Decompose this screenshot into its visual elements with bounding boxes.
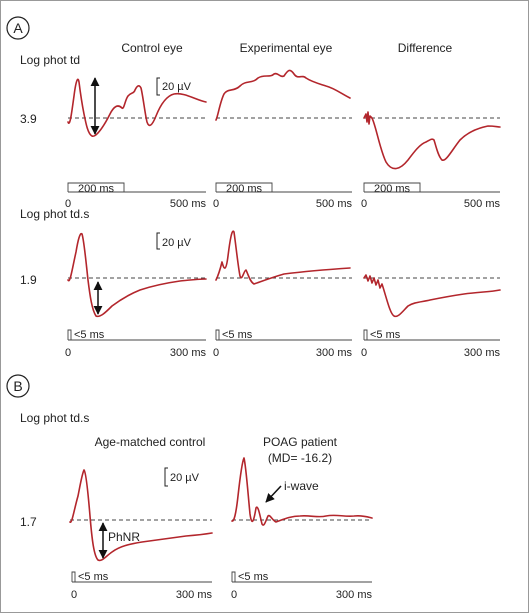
control-stimulus-marker-2 (67, 329, 72, 340)
i-wave-arrow (265, 485, 282, 503)
experimental-stimulus-marker (215, 182, 273, 192)
experimental-eye-trace-2 (215, 230, 351, 285)
control-axis-end-2: 300 ms (170, 347, 207, 359)
row-1-level: 3.9 (20, 112, 37, 126)
poag-stimulus-label: <5 ms (238, 571, 269, 583)
control-axis-end: 500 ms (170, 198, 207, 210)
poag-axis-start: 0 (231, 589, 237, 601)
experimental-axis-end-2: 300 ms (316, 347, 353, 359)
age-matched-stimulus-marker (71, 571, 76, 582)
panel-a-badge-circle (6, 16, 30, 40)
age-matched-axis-end: 300 ms (176, 589, 213, 601)
control-axis-start: 0 (65, 198, 71, 210)
difference-axis-end-2: 300 ms (464, 347, 501, 359)
poag-patient-trace (231, 457, 373, 526)
i-wave-label: i-wave (284, 479, 319, 493)
experimental-axis-start: 0 (213, 198, 219, 210)
panel-a-badge: A (13, 20, 23, 36)
row-2-scale-label: 20 µV (162, 237, 192, 249)
age-matched-axis-start: 0 (71, 589, 77, 601)
experimental-stimulus-label-2: <5 ms (222, 329, 253, 341)
control-stimulus-label: 200 ms (78, 183, 115, 195)
difference-axis-end: 500 ms (464, 198, 501, 210)
age-matched-control-trace (69, 469, 213, 562)
poag-patient-title: POAG patient (263, 435, 338, 449)
panel-b-level: 1.7 (20, 515, 37, 529)
panel-b-scale-label: 20 µV (170, 472, 200, 484)
panel-b-badge-circle (6, 374, 30, 398)
poag-patient-md: (MD= -16.2) (268, 451, 332, 465)
difference-stimulus-marker (363, 182, 421, 192)
difference-title: Difference (398, 41, 453, 55)
experimental-axis-end: 500 ms (316, 198, 353, 210)
row-1-scale-label: 20 µV (162, 81, 192, 93)
control-eye-trace (67, 78, 207, 137)
panel-b-badge: B (13, 378, 22, 394)
experimental-stimulus-label: 200 ms (226, 183, 263, 195)
row-1-intensity-label: Log phot td (20, 53, 80, 67)
experimental-axis-start-2: 0 (213, 347, 219, 359)
difference-stimulus-label: 200 ms (374, 183, 411, 195)
poag-stimulus-marker (231, 571, 236, 582)
row-2: Log phot td.s 1.9 20 µV <5 ms <5 ms <5 m… (20, 207, 501, 359)
difference-stimulus-marker-2 (363, 329, 368, 340)
experimental-stimulus-marker-2 (215, 329, 220, 340)
difference-stimulus-label-2: <5 ms (370, 329, 401, 341)
row-1: Log phot td Control eye Experimental eye… (20, 41, 501, 210)
experimental-eye-trace (215, 69, 351, 121)
panel-b: B Log phot td.s Age-matched control POAG… (6, 374, 373, 601)
phnr-label: PhNR (108, 530, 140, 544)
difference-trace-2 (363, 274, 501, 318)
control-stimulus-marker (67, 182, 125, 192)
panel-a: A Log phot td Control eye Experimental e… (6, 16, 501, 359)
row-2-scale-bar (156, 232, 160, 250)
age-matched-stimulus-label: <5 ms (78, 571, 109, 583)
control-eye-trace-2 (67, 232, 207, 318)
row-2-level: 1.9 (20, 273, 37, 287)
row-2-intensity-label: Log phot td.s (20, 207, 89, 221)
control-axis-start-2: 0 (65, 347, 71, 359)
difference-trace (363, 111, 501, 170)
age-matched-control-title: Age-matched control (95, 435, 206, 449)
experimental-eye-title: Experimental eye (240, 41, 333, 55)
difference-axis-start-2: 0 (361, 347, 367, 359)
panel-b-scale-bar (164, 467, 168, 487)
row-1-scale-bar (156, 77, 160, 96)
poag-axis-end: 300 ms (336, 589, 373, 601)
difference-axis-start: 0 (361, 198, 367, 210)
control-stimulus-label-2: <5 ms (74, 329, 105, 341)
control-eye-title: Control eye (121, 41, 183, 55)
panel-b-intensity-label: Log phot td.s (20, 411, 89, 425)
